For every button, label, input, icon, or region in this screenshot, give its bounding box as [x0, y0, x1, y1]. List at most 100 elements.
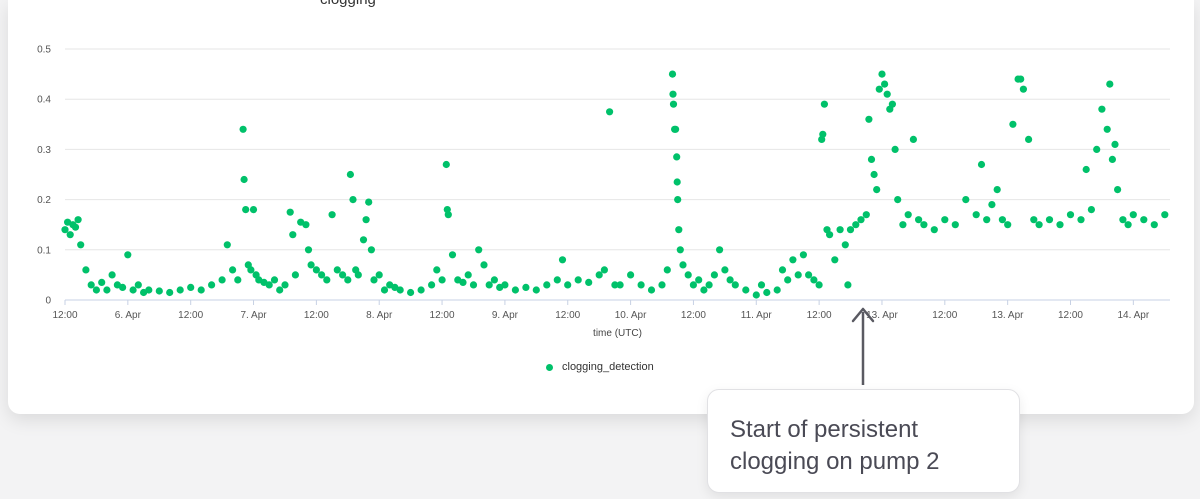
data-point — [1087, 206, 1095, 214]
data-point — [637, 281, 645, 289]
data-point — [726, 276, 734, 284]
data-point — [349, 196, 357, 204]
y-tick-label: 0.1 — [37, 245, 51, 256]
data-point — [611, 281, 619, 289]
data-point — [674, 196, 682, 204]
data-point — [359, 236, 368, 244]
data-point — [239, 125, 247, 133]
data-point — [705, 281, 713, 289]
data-point — [904, 211, 912, 219]
data-point — [1119, 216, 1127, 224]
data-point — [836, 226, 844, 234]
data-point — [302, 221, 310, 229]
data-point — [270, 276, 279, 284]
data-point — [124, 251, 132, 259]
data-point — [972, 211, 980, 219]
data-point — [433, 266, 441, 274]
data-point — [574, 276, 582, 284]
data-point — [1009, 120, 1017, 128]
data-point — [98, 278, 106, 286]
data-point — [841, 241, 849, 249]
data-point — [1082, 165, 1090, 174]
x-tick-label: 12:00 — [807, 310, 832, 321]
data-point — [616, 281, 624, 289]
data-point — [1025, 135, 1033, 143]
data-point — [558, 256, 567, 264]
data-point — [1030, 216, 1038, 224]
data-point — [1017, 75, 1025, 83]
callout-arrow-head — [851, 307, 875, 323]
chart-card: clogging — [8, 0, 1194, 414]
data-point — [773, 286, 781, 294]
x-tick-label: 14. Apr — [1117, 310, 1149, 321]
data-point — [920, 221, 928, 229]
data-point — [249, 206, 258, 214]
data-point — [658, 281, 666, 289]
data-point — [218, 276, 226, 284]
data-point — [417, 286, 425, 294]
data-point — [676, 246, 684, 254]
data-point — [543, 281, 551, 289]
data-point — [585, 278, 593, 286]
data-point — [873, 186, 881, 194]
data-point — [1019, 85, 1027, 93]
data-point — [1124, 221, 1132, 229]
legend-label-clogging-detection: clogging_detection — [562, 361, 654, 373]
data-point — [92, 286, 100, 294]
data-point — [344, 276, 352, 284]
data-point — [522, 283, 530, 291]
data-point — [673, 178, 681, 186]
data-point — [469, 281, 478, 289]
data-point — [1045, 216, 1054, 224]
data-point — [852, 221, 860, 229]
data-point — [731, 281, 739, 289]
data-point — [61, 226, 69, 234]
callout-line-2: clogging on pump 2 — [730, 448, 940, 475]
data-point — [375, 271, 383, 279]
data-point — [1066, 211, 1075, 219]
data-point — [669, 90, 677, 98]
data-point — [346, 170, 354, 179]
x-tick-label: 9. Apr — [492, 310, 519, 321]
data-point — [354, 271, 362, 279]
data-point — [323, 276, 331, 284]
data-point — [333, 266, 341, 274]
data-point — [444, 211, 452, 219]
data-point — [448, 251, 457, 259]
callout-line-1: Start of persistent — [730, 416, 919, 443]
chart-legend[interactable]: clogging_detection — [546, 361, 654, 373]
data-point — [532, 286, 540, 294]
data-point — [784, 276, 792, 284]
data-point — [166, 288, 174, 297]
x-tick-label: 11. Apr — [741, 310, 773, 321]
data-point — [229, 266, 237, 274]
data-point — [501, 281, 509, 289]
data-point — [684, 271, 692, 279]
data-point — [844, 281, 852, 289]
chart-title: clogging — [320, 0, 376, 7]
data-point — [365, 198, 373, 206]
x-tick-label: 6. Apr — [115, 310, 142, 321]
data-point — [888, 100, 897, 108]
data-point — [669, 100, 678, 108]
data-point — [998, 216, 1007, 224]
data-point — [564, 281, 572, 289]
data-point — [1108, 155, 1116, 163]
data-point — [1103, 125, 1111, 133]
data-point — [119, 283, 127, 291]
data-point — [312, 266, 320, 274]
data-point — [805, 271, 813, 279]
data-point — [87, 281, 95, 289]
x-tick-label: 12:00 — [681, 310, 706, 321]
data-point — [891, 145, 899, 153]
data-point — [930, 226, 938, 234]
x-tick-label: 10. Apr — [615, 310, 647, 321]
data-point — [197, 286, 205, 294]
data-point — [789, 256, 797, 264]
x-tick-label: 12:00 — [932, 310, 957, 321]
data-point — [600, 266, 609, 274]
y-tick-labels: 0 0.1 0.2 0.3 0.4 0.5 — [37, 45, 51, 307]
data-point — [145, 286, 153, 294]
data-point — [234, 276, 242, 284]
